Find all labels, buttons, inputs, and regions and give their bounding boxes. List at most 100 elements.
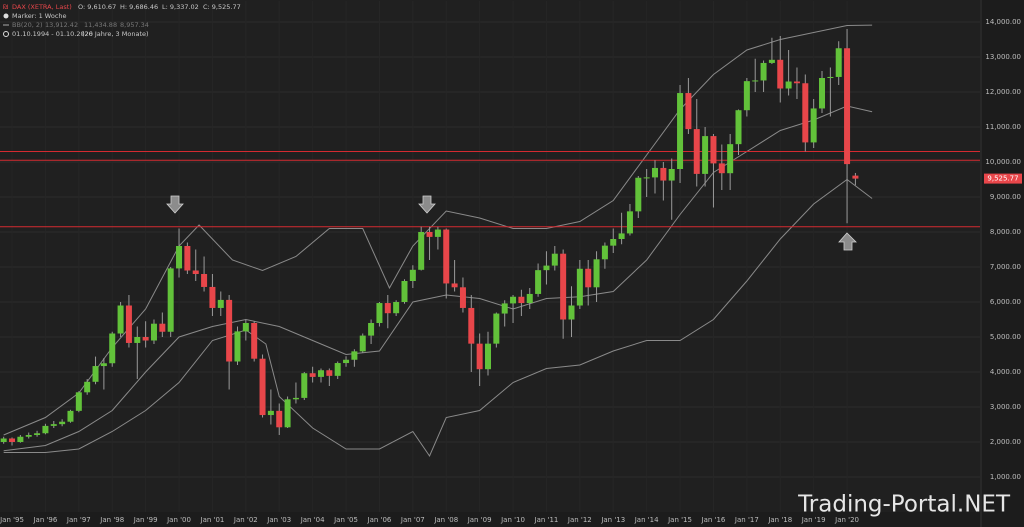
candle-body <box>125 305 132 343</box>
candle-body <box>242 323 249 332</box>
bollinger-band <box>3 178 873 458</box>
candle-body <box>276 410 283 428</box>
candle-body <box>134 337 141 343</box>
candle-body <box>0 438 7 442</box>
candle-body <box>192 270 199 274</box>
candle-body <box>643 177 650 179</box>
x-tick-label: Jan '03 <box>266 516 291 524</box>
candle-body <box>109 333 116 364</box>
span: (26 Jahre, 3 Monate) <box>82 30 149 38</box>
candle-body <box>827 76 834 78</box>
candle-body <box>359 335 366 352</box>
arrow-up <box>838 232 857 251</box>
x-tick-label: Jan '04 <box>300 516 325 524</box>
plot-area <box>0 0 980 512</box>
quote: O: 9,610.67 <box>78 3 116 11</box>
x-tick-label: Jan '18 <box>767 516 792 524</box>
candle-body <box>677 93 684 169</box>
candle-body <box>309 373 316 377</box>
candle-body <box>593 259 600 288</box>
x-tick-label: Jan '10 <box>500 516 525 524</box>
indicator: BB(20, 2) <box>12 21 43 29</box>
candle-body <box>585 268 592 288</box>
candle-body <box>226 299 233 362</box>
x-tick-label: Jan '97 <box>66 516 91 524</box>
period-icon <box>3 31 9 37</box>
candle-body <box>468 307 475 344</box>
last-price-label: 9,525.77 <box>987 175 1018 183</box>
y-tick-label: 9,000.00 <box>990 193 1021 201</box>
candle-body <box>568 305 575 320</box>
candle-body <box>551 253 558 266</box>
hlines <box>0 151 980 228</box>
candle-body <box>693 129 700 174</box>
candle-body <box>484 343 491 370</box>
candle-body <box>852 175 859 179</box>
candle-body <box>576 268 583 306</box>
indicator-value: 8,957.34 <box>120 21 149 29</box>
indicator-value: 11,434.88 <box>84 21 117 29</box>
candle-body <box>25 435 32 437</box>
header: ₪ DAX (XETRA, Last) O: 9,610.67 H: 9,686… <box>3 3 241 38</box>
candle-body <box>660 167 667 181</box>
candle-body <box>810 108 817 143</box>
x-tick-label: Jan '16 <box>701 516 726 524</box>
x-tick-label: Jan '05 <box>333 516 358 524</box>
candle-body <box>284 399 291 428</box>
candle-body <box>117 305 124 334</box>
candle-body <box>668 169 675 181</box>
x-tick-label: Jan '11 <box>534 516 559 524</box>
candle-body <box>626 211 633 234</box>
y-tick-label: 10,000.00 <box>985 158 1021 166</box>
x-tick-label: Jan '98 <box>99 516 124 524</box>
candle-body <box>652 167 659 178</box>
marker: Marker: 1 Woche <box>12 12 67 20</box>
y-tick-label: 5,000.00 <box>990 333 1021 341</box>
x-tick-label: Jan '96 <box>32 516 57 524</box>
candle-body <box>351 351 358 360</box>
candle-body <box>710 136 717 164</box>
instrument: DAX (XETRA, Last) <box>12 3 72 11</box>
candle-body <box>793 81 800 84</box>
candle-body <box>718 163 725 174</box>
y-tick-label: 2,000.00 <box>990 438 1021 446</box>
candle-body <box>560 253 567 320</box>
candle-body <box>9 438 16 442</box>
x-tick-label: Jan '12 <box>567 516 592 524</box>
candle-body <box>510 296 517 304</box>
watermark: Trading-Portal.NET <box>797 492 1011 518</box>
x-tick-label: Jan '95 <box>0 516 24 524</box>
candle-body <box>376 303 383 323</box>
x-tick-label: Jan '06 <box>367 516 392 524</box>
x-tick-label: Jan '07 <box>400 516 425 524</box>
candle-body <box>601 245 608 260</box>
marker-icon <box>3 13 9 19</box>
y-tick-label: 8,000.00 <box>990 228 1021 236</box>
candle-body <box>702 136 709 174</box>
candle-body <box>418 232 425 270</box>
candle-body <box>301 373 308 398</box>
candle-body <box>777 59 784 89</box>
candle-body <box>251 323 258 359</box>
candle-body <box>176 246 183 269</box>
candle-body <box>401 281 408 302</box>
indicator-value: 13,912.42 <box>45 21 78 29</box>
y-tick-label: 13,000.00 <box>985 53 1021 61</box>
candle-body <box>167 268 174 332</box>
candle-body <box>476 343 483 370</box>
arrow-down <box>166 195 184 214</box>
candle-body <box>443 229 450 284</box>
candle-body <box>42 425 49 434</box>
candle-body <box>760 62 767 81</box>
candle-body <box>752 80 759 82</box>
x-tick-label: Jan '15 <box>667 516 692 524</box>
y-tick-label: 3,000.00 <box>990 403 1021 411</box>
candle-body <box>610 239 617 246</box>
candle-body <box>501 303 508 314</box>
candle-body <box>142 337 149 341</box>
x-tick-label: Jan '09 <box>467 516 492 524</box>
quote: L: 9,337.02 <box>162 3 199 11</box>
candle-body <box>50 424 57 426</box>
candle-body <box>326 370 333 376</box>
